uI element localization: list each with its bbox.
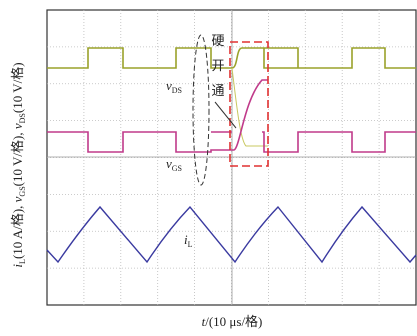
text-part: t	[202, 314, 206, 329]
text-part: v	[166, 156, 172, 171]
text-part: GS	[172, 164, 182, 173]
text-part: v	[10, 123, 25, 129]
v-gs-trace	[211, 131, 416, 153]
text-part: DS	[172, 86, 182, 95]
highlight-ellipse	[192, 34, 210, 186]
i-l-trace	[46, 205, 417, 264]
text-part: /(10 μs/格)	[205, 314, 262, 329]
text-part: (10 V/格)	[10, 62, 25, 113]
text-part: GS	[18, 186, 27, 196]
v-ds-zoom	[231, 67, 268, 147]
text-part: (10 V/格),	[10, 129, 25, 186]
text-part: v	[10, 196, 25, 202]
annotation: vDS	[166, 78, 182, 95]
annotation: 开	[211, 58, 224, 73]
x-axis-label: t/(10 μs/格)	[202, 314, 263, 329]
annotation: 通	[211, 83, 224, 98]
annotation: 硬	[211, 33, 224, 48]
annotation: iL	[184, 232, 193, 249]
text-part: i	[184, 232, 188, 247]
text-part: (10 A/格),	[10, 202, 25, 259]
text-part: DS	[18, 113, 27, 123]
v-gs-trace	[47, 79, 268, 153]
y-axis-label: iL(10 A/格), vGS(10 V/格), vDS(10 V/格)	[10, 62, 27, 267]
text-part: i	[10, 264, 25, 268]
text-part: v	[166, 78, 172, 93]
text-part: L	[18, 259, 27, 264]
highlight-box	[229, 41, 269, 167]
v-ds-trace	[47, 47, 416, 69]
annotation: vGS	[166, 156, 182, 173]
callout-line	[214, 101, 237, 129]
text-part: L	[188, 240, 193, 249]
